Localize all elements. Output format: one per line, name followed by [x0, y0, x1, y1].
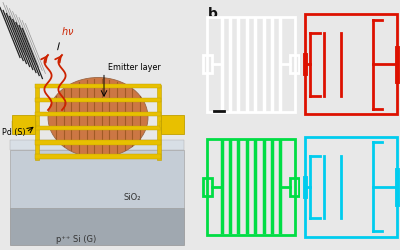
Bar — [35, 140, 161, 144]
Bar — [35, 85, 39, 160]
Bar — [35, 98, 161, 102]
Text: p⁺⁺ Si (G): p⁺⁺ Si (G) — [56, 236, 96, 244]
Bar — [203, 178, 212, 196]
Bar — [35, 84, 161, 88]
Bar — [290, 56, 299, 73]
Text: b: b — [208, 8, 218, 22]
Bar — [35, 154, 161, 159]
Text: $h\nu$: $h\nu$ — [61, 25, 74, 37]
Bar — [12, 121, 36, 128]
Bar — [207, 139, 295, 235]
Polygon shape — [10, 140, 184, 150]
Bar — [35, 112, 161, 116]
Bar — [203, 56, 212, 73]
Ellipse shape — [48, 78, 148, 158]
Bar — [161, 115, 184, 134]
Polygon shape — [10, 208, 184, 245]
Bar — [290, 178, 299, 196]
Text: Pd (S): Pd (S) — [2, 128, 26, 137]
Bar — [35, 126, 161, 130]
Bar — [160, 121, 184, 128]
Polygon shape — [10, 150, 184, 208]
Text: SiO₂: SiO₂ — [124, 193, 142, 202]
Bar — [12, 115, 35, 134]
Text: Emitter layer: Emitter layer — [108, 63, 161, 72]
Bar — [207, 16, 295, 112]
Bar — [157, 85, 161, 160]
